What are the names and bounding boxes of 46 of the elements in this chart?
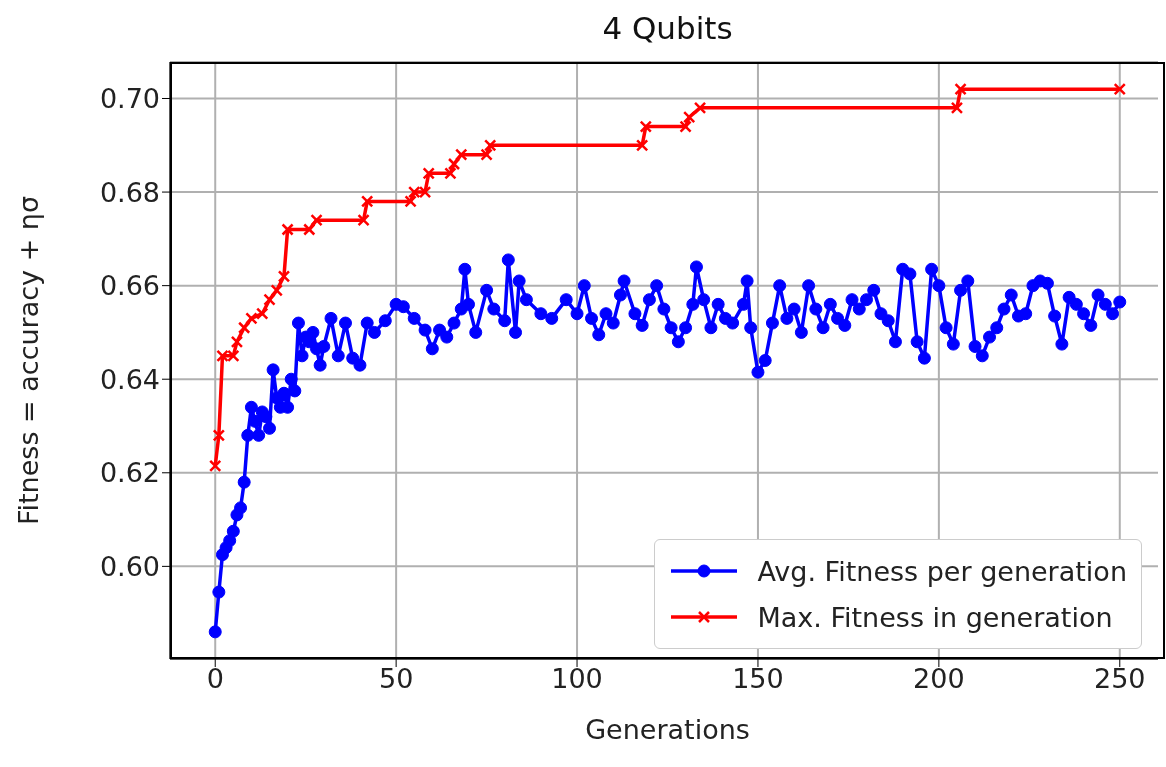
y-tick-label: 0.70: [99, 83, 160, 115]
point: [639, 120, 653, 133]
point: [310, 213, 323, 227]
point: [270, 284, 283, 297]
x-axis-title: Generations: [585, 714, 750, 745]
point: [245, 312, 258, 325]
y-tick-label: 0.64: [99, 363, 160, 395]
point: [360, 195, 374, 208]
y-tick-label: 0.62: [99, 457, 160, 489]
point: [693, 101, 707, 115]
point: [230, 335, 244, 349]
point: [208, 459, 222, 473]
point: [455, 148, 468, 161]
point: [422, 167, 435, 180]
point: [263, 293, 276, 306]
point: [212, 429, 226, 442]
point: [954, 82, 967, 96]
x-tick-label: 50: [378, 663, 414, 695]
point: [277, 270, 291, 283]
point: [1113, 82, 1127, 96]
legend-label: Avg. Fitness per generation: [757, 555, 1127, 587]
x-tick-label: 0: [206, 663, 224, 695]
x-tick-label: 100: [551, 663, 603, 695]
point: [357, 213, 370, 227]
point: [404, 195, 417, 208]
point: [635, 139, 649, 152]
legend-label: Max. Fitness in generation: [757, 601, 1113, 633]
y-tick-label: 0.60: [99, 550, 160, 582]
point: [444, 167, 457, 180]
point: [256, 307, 269, 320]
y-tick-label: 0.68: [99, 176, 160, 208]
x-tick-label: 200: [913, 663, 965, 695]
x-tick-label: 250: [1094, 663, 1146, 695]
y-axis-title: Fitness = accuracy + ησ: [12, 195, 44, 526]
point: [682, 110, 696, 124]
chart-title: 4 Qubits: [601, 10, 734, 46]
y-tick-label: 0.66: [99, 270, 160, 302]
point: [483, 139, 497, 152]
point: [480, 148, 493, 161]
point: [281, 223, 294, 236]
point: [237, 321, 251, 334]
point: [950, 101, 964, 115]
point: [679, 120, 692, 133]
point: [303, 223, 316, 236]
point: [447, 157, 461, 171]
x-tick-label: 150: [732, 663, 784, 695]
